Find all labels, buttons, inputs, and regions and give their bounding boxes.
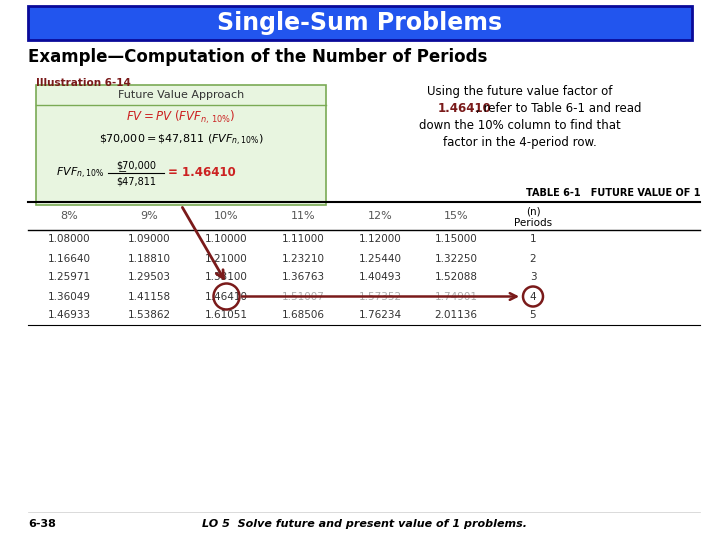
Text: 1.52088: 1.52088 bbox=[434, 273, 477, 282]
Text: 1.36049: 1.36049 bbox=[48, 292, 91, 301]
Text: 1.40493: 1.40493 bbox=[359, 273, 402, 282]
Text: , refer to Table 6-1 and read: , refer to Table 6-1 and read bbox=[476, 102, 642, 115]
Text: Using the future value factor of: Using the future value factor of bbox=[427, 85, 613, 98]
Text: 5: 5 bbox=[530, 310, 536, 321]
Text: LO 5  Solve future and present value of 1 problems.: LO 5 Solve future and present value of 1… bbox=[202, 519, 526, 529]
Text: 1.36763: 1.36763 bbox=[282, 273, 325, 282]
Text: 9%: 9% bbox=[140, 211, 158, 221]
Text: TABLE 6-1   FUTURE VALUE OF 1: TABLE 6-1 FUTURE VALUE OF 1 bbox=[526, 188, 700, 198]
Text: 1.11000: 1.11000 bbox=[282, 234, 325, 245]
Text: Single-Sum Problems: Single-Sum Problems bbox=[217, 11, 503, 35]
Text: 1.25440: 1.25440 bbox=[359, 253, 402, 264]
Text: 11%: 11% bbox=[291, 211, 316, 221]
Text: 1.18810: 1.18810 bbox=[127, 253, 171, 264]
FancyBboxPatch shape bbox=[28, 6, 692, 40]
Text: 2: 2 bbox=[530, 253, 536, 264]
Text: 12%: 12% bbox=[368, 211, 392, 221]
Text: 1.61051: 1.61051 bbox=[205, 310, 248, 321]
Text: $FVF_{n,10\%}$: $FVF_{n,10\%}$ bbox=[56, 165, 104, 180]
Text: $FV = PV\ (FVF_{n,\,10\%})$: $FV = PV\ (FVF_{n,\,10\%})$ bbox=[126, 109, 235, 126]
Text: 2.01136: 2.01136 bbox=[434, 310, 477, 321]
FancyBboxPatch shape bbox=[36, 85, 326, 205]
Text: 1.15000: 1.15000 bbox=[435, 234, 477, 245]
Text: Periods: Periods bbox=[514, 218, 552, 228]
Text: 15%: 15% bbox=[444, 211, 468, 221]
Text: Illustration 6-14: Illustration 6-14 bbox=[36, 78, 131, 88]
Text: 1.51007: 1.51007 bbox=[282, 292, 325, 301]
Text: 3: 3 bbox=[530, 273, 536, 282]
Text: $70,000: $70,000 bbox=[116, 160, 156, 170]
Text: 1.12000: 1.12000 bbox=[359, 234, 401, 245]
Text: 1.09000: 1.09000 bbox=[127, 234, 171, 245]
Text: = 1.46410: = 1.46410 bbox=[168, 166, 235, 179]
Text: 1.74901: 1.74901 bbox=[434, 292, 477, 301]
Text: 1.76234: 1.76234 bbox=[359, 310, 402, 321]
Text: factor in the 4-period row.: factor in the 4-period row. bbox=[443, 136, 597, 149]
Text: 1.08000: 1.08000 bbox=[48, 234, 90, 245]
Text: 1.10000: 1.10000 bbox=[205, 234, 248, 245]
Text: 1.68506: 1.68506 bbox=[282, 310, 325, 321]
Text: 1.57352: 1.57352 bbox=[359, 292, 402, 301]
Text: (n): (n) bbox=[526, 206, 540, 216]
Text: 1.46933: 1.46933 bbox=[48, 310, 91, 321]
Text: 1.23210: 1.23210 bbox=[282, 253, 325, 264]
Text: 4: 4 bbox=[530, 292, 536, 301]
Text: 1.16640: 1.16640 bbox=[48, 253, 91, 264]
Text: 1.46410: 1.46410 bbox=[438, 102, 492, 115]
Text: 1.33100: 1.33100 bbox=[205, 273, 248, 282]
Text: 1.41158: 1.41158 bbox=[127, 292, 171, 301]
Text: 8%: 8% bbox=[60, 211, 78, 221]
Text: 10%: 10% bbox=[214, 211, 239, 221]
Text: 1.53862: 1.53862 bbox=[127, 310, 171, 321]
Text: =: = bbox=[118, 168, 127, 178]
Text: 1.46410: 1.46410 bbox=[205, 292, 248, 301]
Text: 1: 1 bbox=[530, 234, 536, 245]
Text: down the 10% column to find that: down the 10% column to find that bbox=[419, 119, 621, 132]
Text: Future Value Approach: Future Value Approach bbox=[118, 90, 244, 100]
Text: 1.25971: 1.25971 bbox=[48, 273, 91, 282]
Text: 1.29503: 1.29503 bbox=[127, 273, 171, 282]
Text: $\$70{,}000 = \$47{,}811\ (FVF_{n,10\%})$: $\$70{,}000 = \$47{,}811\ (FVF_{n,10\%})… bbox=[99, 132, 264, 147]
Text: Example—Computation of the Number of Periods: Example—Computation of the Number of Per… bbox=[28, 48, 487, 66]
Text: 1.32250: 1.32250 bbox=[434, 253, 477, 264]
Text: 1.21000: 1.21000 bbox=[205, 253, 248, 264]
Text: $47,811: $47,811 bbox=[116, 176, 156, 186]
Text: 6-38: 6-38 bbox=[28, 519, 56, 529]
